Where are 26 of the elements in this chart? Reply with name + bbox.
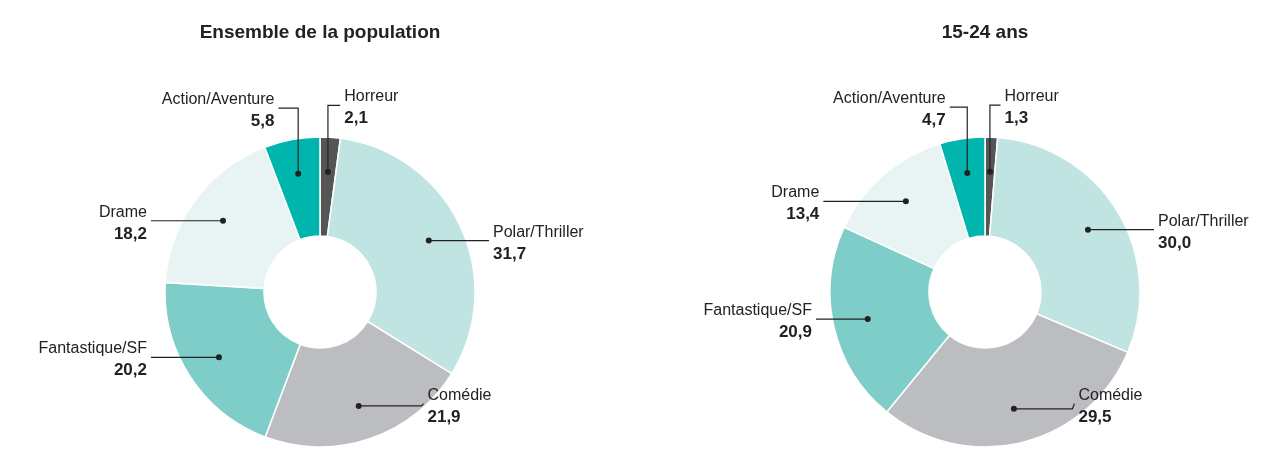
slice-label: Drame	[771, 183, 820, 201]
data-label: 1,3	[1004, 108, 1029, 128]
data-label: 13,4	[786, 204, 820, 224]
slice-label: Action/Aventure	[833, 89, 946, 107]
data-label: 5,8	[250, 111, 275, 131]
slice-label: Polar/Thriller	[493, 222, 585, 240]
slice-label: Comédie	[1078, 385, 1143, 403]
data-label: 18,2	[113, 223, 147, 243]
slice-label: Fantastique/SF	[703, 301, 813, 319]
slice-label: Polar/Thriller	[1158, 211, 1250, 229]
data-label: 20,9	[778, 322, 812, 342]
slice-label: Fantastique/SF	[38, 339, 148, 357]
slice-label: Horreur	[344, 87, 400, 105]
data-label: 2,1	[344, 108, 368, 128]
data-label: 31,7	[493, 243, 527, 263]
data-label: 21,9	[427, 406, 461, 426]
slice-label: Horreur	[1004, 87, 1060, 105]
chart-title: 15-24 ans	[941, 21, 1029, 42]
data-label: 29,5	[1078, 406, 1112, 426]
data-label: 30,0	[1158, 232, 1192, 252]
slice-label: Comédie	[427, 385, 492, 403]
chart-title: Ensemble de la population	[199, 21, 441, 42]
data-label: 20,2	[113, 360, 147, 380]
slice-label: Drame	[98, 202, 148, 220]
slice-label: Action/Aventure	[161, 90, 275, 108]
data-label: 4,7	[922, 110, 946, 130]
